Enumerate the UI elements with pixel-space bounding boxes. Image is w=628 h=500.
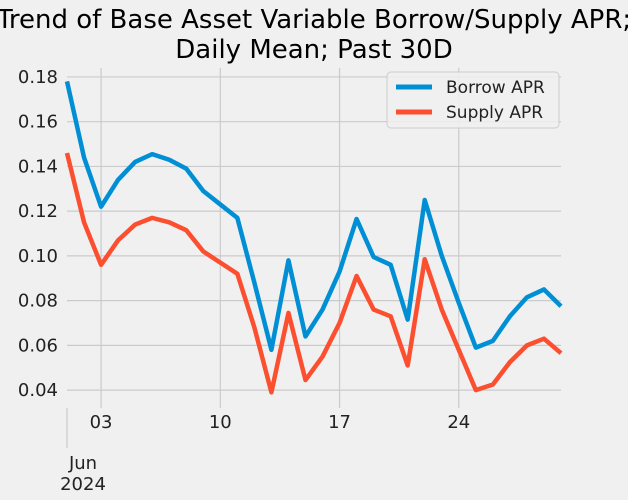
legend: Borrow APR Supply APR <box>387 72 559 128</box>
y-tick-label: 0.18 <box>18 67 58 88</box>
y-tick-label: 0.06 <box>18 335 58 356</box>
x-tick-label: 10 <box>209 412 232 433</box>
y-tick-label: 0.10 <box>18 246 58 267</box>
chart-title-line-2: Daily Mean; Past 30D <box>175 35 452 65</box>
chart-title: Trend of Base Asset Variable Borrow/Supp… <box>0 5 628 65</box>
legend-label-supply: Supply APR <box>446 103 543 123</box>
x-year-label: 2024 <box>60 474 106 495</box>
series-line-supply <box>67 153 561 392</box>
y-tick-label: 0.12 <box>18 201 58 222</box>
x-tick-label: 03 <box>90 412 113 433</box>
legend-label-borrow: Borrow APR <box>446 78 545 98</box>
y-axis-ticks: 0.04 0.06 0.08 0.10 0.12 0.14 0.16 0.18 <box>18 67 58 401</box>
chart-title-line-1: Trend of Base Asset Variable Borrow/Supp… <box>0 5 628 35</box>
x-tick-label: 24 <box>447 412 470 433</box>
x-tick-label: 17 <box>328 412 351 433</box>
x-month-label: Jun <box>68 453 97 474</box>
y-tick-label: 0.04 <box>18 380 58 401</box>
x-axis-ticks: Jun 2024 03 10 17 24 <box>60 412 470 495</box>
y-tick-label: 0.08 <box>18 291 58 312</box>
y-tick-label: 0.14 <box>18 156 58 177</box>
y-tick-label: 0.16 <box>18 112 58 133</box>
